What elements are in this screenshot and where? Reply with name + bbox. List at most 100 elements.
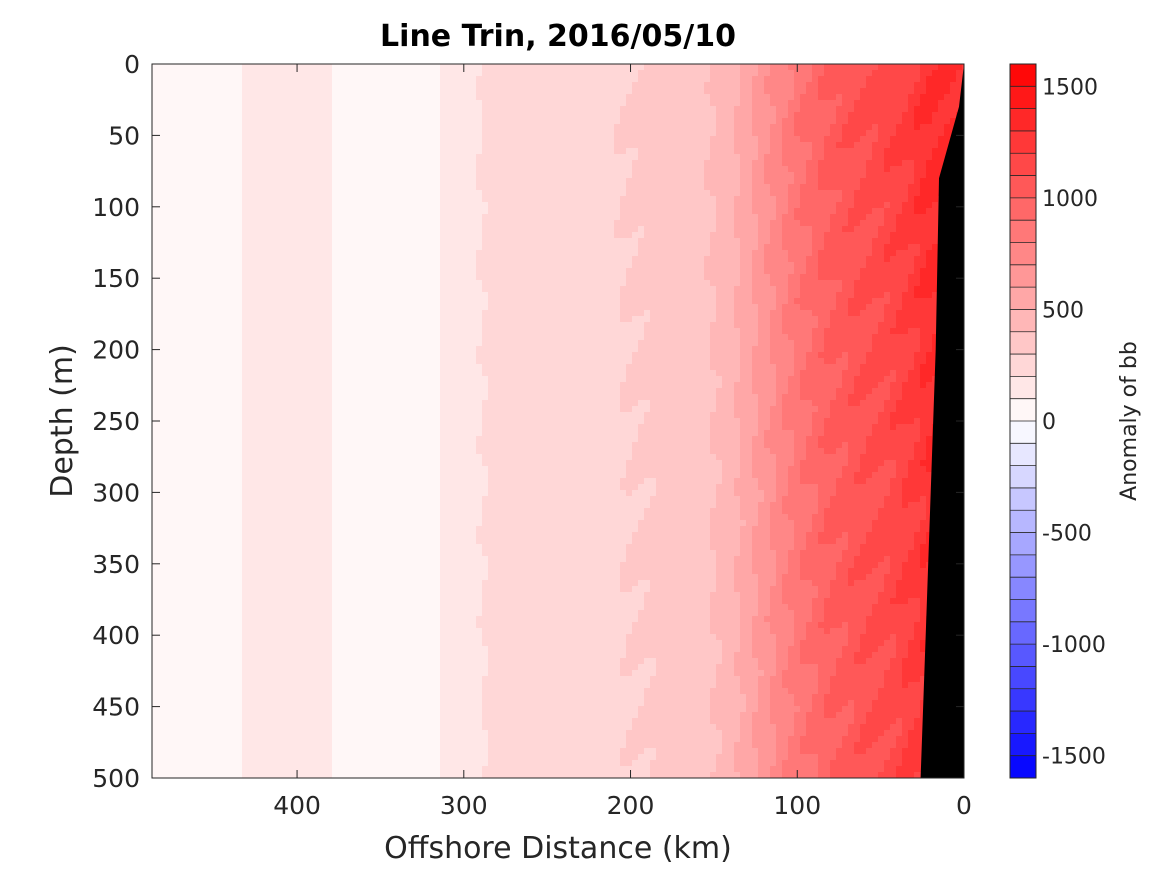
contour-cell xyxy=(320,274,327,281)
contour-cell xyxy=(164,256,171,263)
contour-cell xyxy=(266,160,273,167)
contour-cell xyxy=(866,256,873,263)
contour-cell xyxy=(692,94,699,101)
contour-cell xyxy=(608,64,615,71)
contour-cell xyxy=(446,118,453,125)
contour-cell xyxy=(740,178,747,185)
contour-cell xyxy=(878,244,885,251)
contour-cell xyxy=(494,82,501,89)
contour-cell xyxy=(794,250,801,257)
contour-cell xyxy=(590,88,597,95)
contour-cell xyxy=(866,112,873,119)
contour-cell xyxy=(272,274,279,281)
contour-cell xyxy=(542,184,549,191)
contour-cell xyxy=(710,136,717,143)
contour-cell xyxy=(182,70,189,77)
contour-cell xyxy=(914,196,921,203)
contour-cell xyxy=(260,190,267,197)
contour-cell xyxy=(182,220,189,227)
contour-cell xyxy=(428,118,435,125)
contour-cell xyxy=(620,280,627,287)
contour-cell xyxy=(392,256,399,263)
contour-cell xyxy=(410,190,417,197)
contour-cell xyxy=(722,160,729,167)
contour-cell xyxy=(506,244,513,251)
contour-cell xyxy=(554,226,561,233)
contour-cell xyxy=(464,268,471,275)
contour-cell xyxy=(920,154,927,161)
contour-cell xyxy=(302,124,309,131)
contour-cell xyxy=(158,280,165,287)
contour-cell xyxy=(704,64,711,71)
contour-cell xyxy=(398,226,405,233)
contour-cell xyxy=(782,64,789,71)
contour-cell xyxy=(314,70,321,77)
contour-cell xyxy=(758,160,765,167)
contour-cell xyxy=(344,172,351,179)
contour-cell xyxy=(872,172,879,179)
contour-cell xyxy=(752,64,759,71)
contour-cell xyxy=(482,94,489,101)
contour-cell xyxy=(746,160,753,167)
contour-cell xyxy=(260,232,267,239)
contour-cell xyxy=(866,106,873,113)
contour-cell xyxy=(428,64,435,71)
contour-cell xyxy=(266,76,273,83)
contour-cell xyxy=(626,184,633,191)
contour-cell xyxy=(200,142,207,149)
contour-cell xyxy=(488,76,495,83)
contour-cell xyxy=(350,244,357,251)
contour-cell xyxy=(152,184,159,191)
contour-cell xyxy=(800,256,807,263)
contour-cell xyxy=(746,184,753,191)
contour-cell xyxy=(254,112,261,119)
contour-cell xyxy=(488,148,495,155)
contour-cell xyxy=(428,172,435,179)
contour-cell xyxy=(650,238,657,245)
contour-cell xyxy=(800,172,807,179)
contour-cell xyxy=(290,238,297,245)
contour-cell xyxy=(866,220,873,227)
contour-cell xyxy=(446,130,453,137)
contour-cell xyxy=(662,172,669,179)
contour-cell xyxy=(536,274,543,281)
contour-cell xyxy=(656,184,663,191)
contour-cell xyxy=(530,232,537,239)
contour-cell xyxy=(470,88,477,95)
contour-cell xyxy=(824,160,831,167)
contour-cell xyxy=(308,274,315,281)
contour-cell xyxy=(620,136,627,143)
contour-cell xyxy=(782,226,789,233)
contour-cell xyxy=(896,196,903,203)
contour-cell xyxy=(188,268,195,275)
contour-cell xyxy=(446,202,453,209)
contour-cell xyxy=(416,256,423,263)
contour-cell xyxy=(800,100,807,107)
contour-cell xyxy=(272,160,279,167)
contour-cell xyxy=(530,196,537,203)
contour-cell xyxy=(230,148,237,155)
contour-cell xyxy=(368,208,375,215)
contour-cell xyxy=(290,190,297,197)
contour-cell xyxy=(512,280,519,287)
contour-cell xyxy=(848,154,855,161)
contour-cell xyxy=(896,262,903,269)
contour-cell xyxy=(266,202,273,209)
contour-cell xyxy=(230,94,237,101)
contour-cell xyxy=(722,208,729,215)
contour-cell xyxy=(704,82,711,89)
contour-cell xyxy=(728,100,735,107)
contour-cell xyxy=(584,106,591,113)
contour-cell xyxy=(494,154,501,161)
contour-cell xyxy=(506,154,513,161)
contour-cell xyxy=(896,148,903,155)
contour-cell xyxy=(728,256,735,263)
contour-cell xyxy=(374,256,381,263)
contour-cell xyxy=(506,274,513,281)
contour-cell xyxy=(674,268,681,275)
contour-cell xyxy=(710,208,717,215)
contour-cell xyxy=(278,88,285,95)
contour-cell xyxy=(590,76,597,83)
contour-cell xyxy=(458,118,465,125)
contour-cell xyxy=(482,196,489,203)
